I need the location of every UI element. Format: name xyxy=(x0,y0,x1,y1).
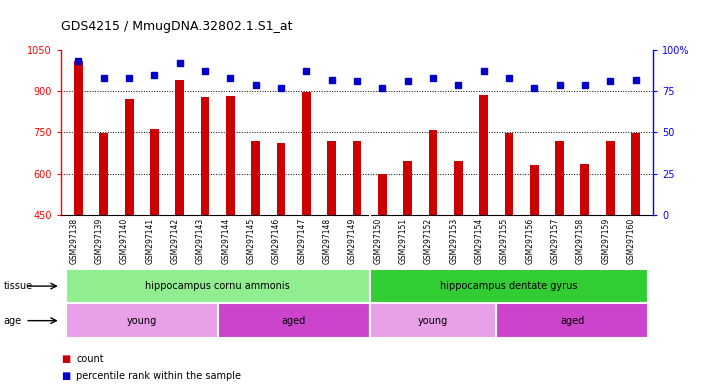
Bar xyxy=(605,141,615,215)
Text: GSM297138: GSM297138 xyxy=(69,218,79,264)
Text: GSM297150: GSM297150 xyxy=(373,218,382,264)
Bar xyxy=(74,61,83,215)
Text: age: age xyxy=(4,316,21,326)
Bar xyxy=(150,129,159,215)
Text: young: young xyxy=(418,316,448,326)
Bar xyxy=(370,269,648,303)
Text: GSM297154: GSM297154 xyxy=(475,218,483,264)
Text: GSM297140: GSM297140 xyxy=(120,218,129,264)
Bar xyxy=(66,303,218,338)
Text: GSM297152: GSM297152 xyxy=(424,218,433,264)
Bar xyxy=(99,133,109,215)
Bar xyxy=(353,141,361,215)
Bar xyxy=(378,174,387,215)
Text: aged: aged xyxy=(560,316,584,326)
Text: GSM297141: GSM297141 xyxy=(146,218,154,264)
Text: GSM297144: GSM297144 xyxy=(221,218,231,264)
Text: tissue: tissue xyxy=(4,281,33,291)
Text: GSM297142: GSM297142 xyxy=(171,218,180,264)
Text: GSM297157: GSM297157 xyxy=(550,218,560,264)
Text: GSM297156: GSM297156 xyxy=(526,218,534,264)
Text: GSM297146: GSM297146 xyxy=(272,218,281,264)
Text: GSM297160: GSM297160 xyxy=(627,218,635,264)
Bar xyxy=(496,303,648,338)
Text: count: count xyxy=(76,354,104,364)
Bar xyxy=(580,164,589,215)
Text: ■: ■ xyxy=(61,371,70,381)
Text: hippocampus dentate gyrus: hippocampus dentate gyrus xyxy=(441,281,578,291)
Bar xyxy=(555,141,564,215)
Text: GSM297149: GSM297149 xyxy=(348,218,357,264)
Text: hippocampus cornu ammonis: hippocampus cornu ammonis xyxy=(146,281,290,291)
Bar xyxy=(176,80,184,215)
Bar xyxy=(276,143,286,215)
Bar xyxy=(403,161,412,215)
Bar xyxy=(251,141,260,215)
Text: GSM297148: GSM297148 xyxy=(323,218,332,264)
Text: GSM297143: GSM297143 xyxy=(196,218,205,264)
Bar xyxy=(226,96,235,215)
Text: ■: ■ xyxy=(61,354,70,364)
Text: GSM297159: GSM297159 xyxy=(601,218,610,264)
Text: percentile rank within the sample: percentile rank within the sample xyxy=(76,371,241,381)
Text: aged: aged xyxy=(281,316,306,326)
Bar xyxy=(370,303,496,338)
Bar xyxy=(631,133,640,215)
Bar xyxy=(428,130,438,215)
Bar xyxy=(479,94,488,215)
Text: GSM297151: GSM297151 xyxy=(398,218,408,264)
Bar xyxy=(302,92,311,215)
Text: GDS4215 / MmugDNA.32802.1.S1_at: GDS4215 / MmugDNA.32802.1.S1_at xyxy=(61,20,292,33)
Bar xyxy=(218,303,370,338)
Bar xyxy=(454,161,463,215)
Text: GSM297158: GSM297158 xyxy=(576,218,585,264)
Text: young: young xyxy=(126,316,157,326)
Text: GSM297145: GSM297145 xyxy=(247,218,256,264)
Text: GSM297155: GSM297155 xyxy=(500,218,509,264)
Bar xyxy=(530,165,538,215)
Bar xyxy=(327,141,336,215)
Text: GSM297153: GSM297153 xyxy=(449,218,458,264)
Bar xyxy=(201,97,209,215)
Bar xyxy=(505,133,513,215)
Bar xyxy=(66,269,370,303)
Bar xyxy=(125,99,134,215)
Text: GSM297147: GSM297147 xyxy=(297,218,306,264)
Text: GSM297139: GSM297139 xyxy=(95,218,104,264)
